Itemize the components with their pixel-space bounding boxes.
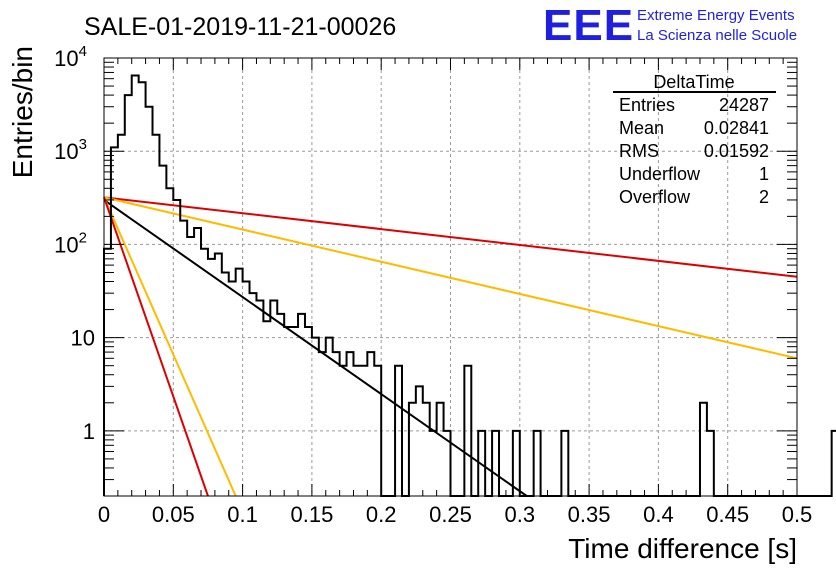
stats-value: 24287 — [719, 95, 769, 115]
stats-label: Entries — [619, 95, 675, 115]
x-tick-label: 0 — [98, 502, 110, 527]
histogram-outline — [103, 74, 836, 497]
stats-rows: Entries 24287 Mean 0.02841 RMS 0.01592Underfl… — [619, 95, 769, 207]
x-tick-label: 0.2 — [366, 502, 397, 527]
axis-ticks: 0 0.05 0.1 0.15 0.2 0.25 0.3 0.35 0.4 0.45 0.5 1 10 1… — [54, 43, 812, 527]
stats-value: 2 — [759, 187, 769, 207]
y-tick-label: 10 — [71, 326, 95, 351]
fit-curve-1 — [103, 199, 528, 497]
y-tick-label: 103 — [54, 136, 87, 164]
fit-curve-4 — [103, 196, 237, 497]
fit-curve-2 — [103, 196, 798, 278]
eee-logo: EEE Extreme Energy Events La Scienza nel… — [543, 1, 797, 50]
x-tick-label: 0.4 — [643, 502, 674, 527]
logo-line-2: La Scienza nelle Scuole — [637, 27, 797, 44]
stats-label: Underflow — [619, 164, 701, 184]
y-tick-label: 1 — [83, 419, 95, 444]
y-axis-label: Entries/bin — [7, 46, 38, 178]
chart-title: SALE-01-2019-11-21-00026 — [84, 13, 396, 41]
stats-title: DeltaTime — [653, 72, 734, 92]
eee-logo-mark: EEE — [543, 1, 634, 50]
x-tick-label: 0.35 — [568, 502, 611, 527]
x-tick-label: 0.1 — [227, 502, 258, 527]
y-tick-label: 104 — [54, 43, 87, 71]
logo-line-1: Extreme Energy Events — [637, 7, 795, 24]
x-tick-label: 0.3 — [505, 502, 536, 527]
stats-box: DeltaTime Entries 24287 Mean 0.02841 RMS 0.01… — [613, 72, 776, 207]
fit-curves — [103, 196, 798, 497]
stats-value: 0.02841 — [704, 118, 769, 138]
x-tick-label: 0.25 — [429, 502, 472, 527]
stats-value: 0.01592 — [704, 141, 769, 161]
x-tick-label: 0.45 — [706, 502, 749, 527]
x-tick-label: 0.15 — [290, 502, 333, 527]
fit-curve-3 — [103, 196, 798, 360]
y-tick-label: 102 — [54, 229, 87, 257]
stats-label: Overflow — [619, 187, 691, 207]
x-tick-label: 0.05 — [152, 502, 195, 527]
x-tick-label: 0.5 — [782, 502, 813, 527]
stats-value: 1 — [759, 164, 769, 184]
fit-curve-5 — [103, 197, 209, 497]
x-axis-label: Time difference [s] — [568, 533, 797, 564]
stats-label: Mean — [619, 118, 664, 138]
stats-label: RMS — [619, 141, 659, 161]
